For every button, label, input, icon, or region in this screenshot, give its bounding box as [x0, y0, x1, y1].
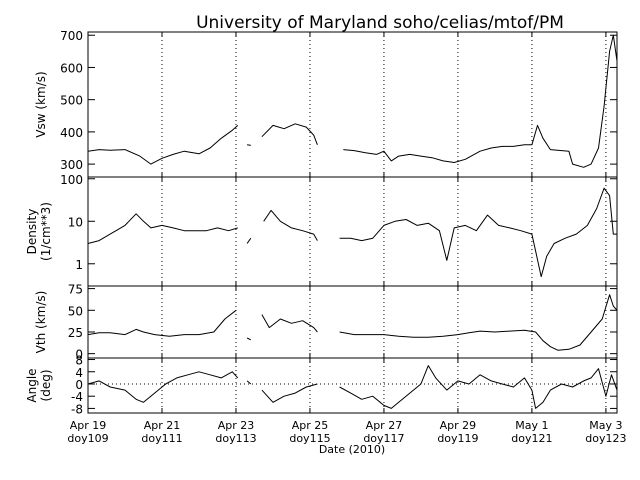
data-series-line	[87, 294, 618, 351]
x-tick-date-label: Apr 23	[218, 419, 255, 432]
data-series-line	[87, 187, 617, 278]
x-tick-date-label: Apr 21	[144, 419, 181, 432]
x-tick-doy-label: doy119	[437, 432, 478, 445]
x-axis-label: Date (2010)	[319, 443, 385, 456]
y-tick-label: -4	[71, 390, 83, 404]
x-tick-doy-label: doy111	[141, 432, 182, 445]
y-axis-label-line: (deg)	[39, 370, 53, 402]
x-tick-doy-label: doy113	[215, 432, 256, 445]
panel-1: 300 400 500 600 700 Vsw (km/s)	[34, 29, 618, 178]
panel-frame	[87, 176, 618, 287]
chart-title: University of Maryland soho/celias/mtof/…	[196, 13, 564, 33]
x-tick-date-label: May 3	[589, 419, 622, 432]
y-axis-label: Vth (km/s)	[34, 291, 48, 354]
x-tick-date-label: May 1	[515, 419, 548, 432]
y-tick-label: 4	[75, 366, 83, 380]
y-axis-label-line: Density	[25, 209, 39, 255]
x-tick-doy-label: doy121	[511, 432, 552, 445]
y-axis-label-line: Vsw (km/s)	[34, 71, 48, 137]
y-tick-label: 700	[60, 29, 83, 43]
y-axis-label: Angle(deg)	[25, 368, 53, 402]
y-axis-label-line: Vth (km/s)	[34, 291, 48, 354]
y-tick-label: 0	[75, 378, 83, 392]
y-tick-label: 25	[68, 326, 83, 340]
y-axis-label-line: (1/cm**3)	[39, 202, 53, 261]
x-tick-date-label: Apr 25	[292, 419, 329, 432]
y-tick-label: 75	[68, 283, 83, 297]
y-tick-label: 400	[60, 126, 83, 140]
x-tick-date-label: Apr 19	[70, 419, 107, 432]
x-tick-doy-label: doy123	[585, 432, 626, 445]
x-tick-doy-label: doy115	[289, 432, 330, 445]
y-axis-label-line: Angle	[25, 368, 39, 402]
y-tick-label: 10	[68, 215, 83, 229]
y-tick-label: 1	[75, 258, 83, 272]
data-series-line	[87, 365, 618, 409]
panel-frame	[87, 285, 618, 359]
y-tick-label: 600	[60, 61, 83, 75]
x-tick-date-label: Apr 27	[366, 419, 403, 432]
y-tick-label: -8	[71, 402, 83, 416]
panel-2: 1 10 100 Density(1/cm**3)	[25, 173, 618, 287]
y-tick-label: 300	[60, 158, 83, 172]
y-axis-label: Density(1/cm**3)	[25, 202, 53, 261]
panel-3: 0 25 50 75 Vth (km/s)	[34, 283, 618, 362]
data-series-line	[87, 34, 618, 168]
y-tick-label: 100	[60, 173, 83, 187]
panel-frame	[87, 357, 618, 414]
panel-frame	[87, 31, 618, 178]
y-axis-label: Vsw (km/s)	[34, 71, 48, 137]
x-tick-date-label: Apr 29	[440, 419, 477, 432]
y-tick-label: 0	[75, 348, 83, 362]
y-tick-label: 50	[68, 304, 83, 318]
x-tick-doy-label: doy117	[363, 432, 404, 445]
y-tick-label: 8	[75, 354, 83, 368]
y-tick-label: 500	[60, 94, 83, 108]
x-tick-doy-label: doy109	[67, 432, 108, 445]
